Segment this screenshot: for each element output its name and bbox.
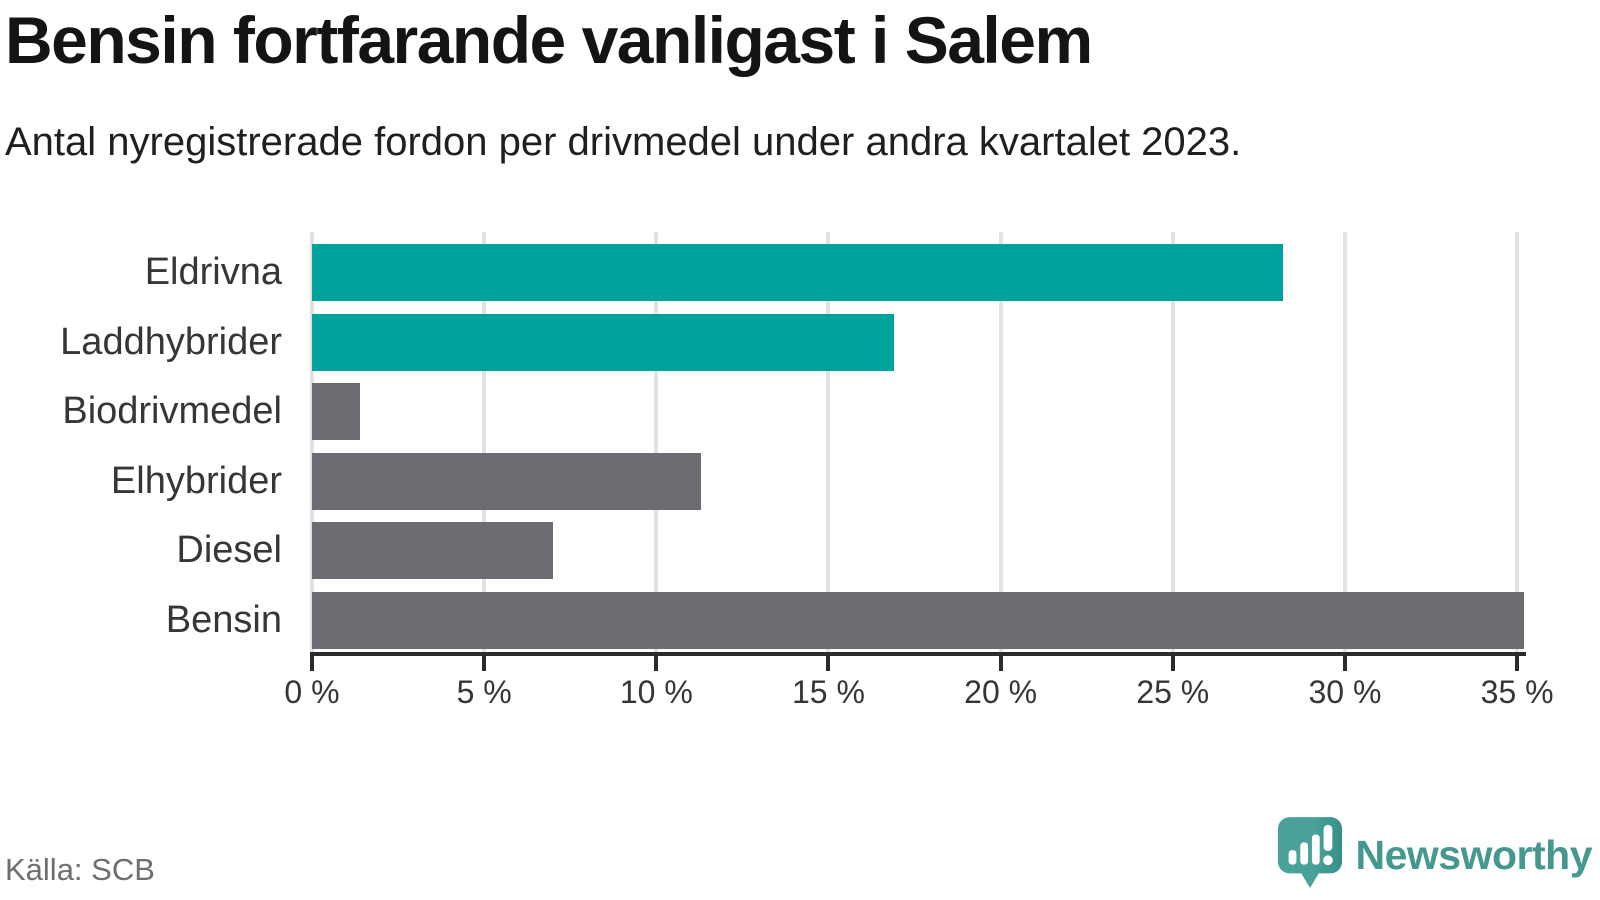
x-axis-tick bbox=[998, 652, 1003, 671]
newsworthy-branding: Newsworthy bbox=[1277, 816, 1593, 895]
gridline bbox=[1515, 232, 1520, 656]
x-axis-line bbox=[312, 652, 1526, 656]
gridline bbox=[1342, 232, 1347, 656]
x-axis-tick bbox=[826, 652, 831, 671]
category-label: Eldrivna bbox=[144, 251, 282, 293]
x-axis-tick-label: 15 % bbox=[792, 674, 865, 710]
bar-bensin bbox=[312, 592, 1524, 649]
chart-subtitle: Antal nyregistrerade fordon per drivmede… bbox=[5, 120, 1242, 164]
chart-title: Bensin fortfarande vanligast i Salem bbox=[5, 3, 1093, 77]
category-label: Laddhybrider bbox=[60, 320, 282, 363]
x-axis-tick bbox=[1170, 652, 1175, 671]
gridline bbox=[1170, 232, 1175, 656]
source-caption: Källa: SCB bbox=[5, 852, 155, 887]
x-axis-tick-label: 25 % bbox=[1136, 674, 1210, 710]
gridline bbox=[826, 232, 831, 656]
x-axis-tick bbox=[310, 652, 314, 671]
plot-area: 0 % 5 % 10 % 15 % 20 % 25 % 30 % 35 % bbox=[284, 232, 1554, 710]
y-axis-category-labels: Eldrivna Laddhybrider Biodrivmedel Elhybrid… bbox=[0, 232, 282, 652]
category-label: Bensin bbox=[165, 599, 282, 641]
newsworthy-logo-text: Newsworthy bbox=[1355, 832, 1593, 878]
x-axis-tick-label: 0 % bbox=[284, 674, 340, 710]
bar-diesel bbox=[312, 522, 554, 580]
gridline bbox=[998, 232, 1003, 656]
x-axis-tick-label: 5 % bbox=[456, 674, 512, 710]
category-label: Biodrivmedel bbox=[62, 390, 282, 433]
x-axis-tick-label: 35 % bbox=[1480, 674, 1554, 710]
gridline bbox=[310, 232, 314, 656]
bar-eldrivna bbox=[312, 244, 1283, 301]
gridline bbox=[654, 232, 659, 656]
bar-chart: Eldrivna Laddhybrider Biodrivmedel Elhybrid… bbox=[0, 232, 1600, 712]
x-axis-tick bbox=[482, 652, 487, 671]
newsworthy-logo-icon bbox=[1277, 816, 1343, 895]
x-axis-tick-label: 10 % bbox=[619, 674, 693, 710]
category-label: Diesel bbox=[176, 529, 282, 572]
x-axis-tick-label: 20 % bbox=[964, 674, 1038, 710]
x-axis-tick bbox=[1342, 652, 1347, 671]
x-axis-tick-label: 30 % bbox=[1308, 674, 1382, 710]
x-axis-tick bbox=[654, 652, 659, 671]
bar-elhybrider bbox=[312, 452, 702, 510]
bar-biodrivmedel bbox=[312, 383, 361, 441]
bar-laddhybrider bbox=[312, 313, 894, 371]
x-axis-tick bbox=[1515, 652, 1520, 671]
gridline bbox=[482, 232, 487, 656]
category-label: Elhybrider bbox=[110, 459, 282, 502]
